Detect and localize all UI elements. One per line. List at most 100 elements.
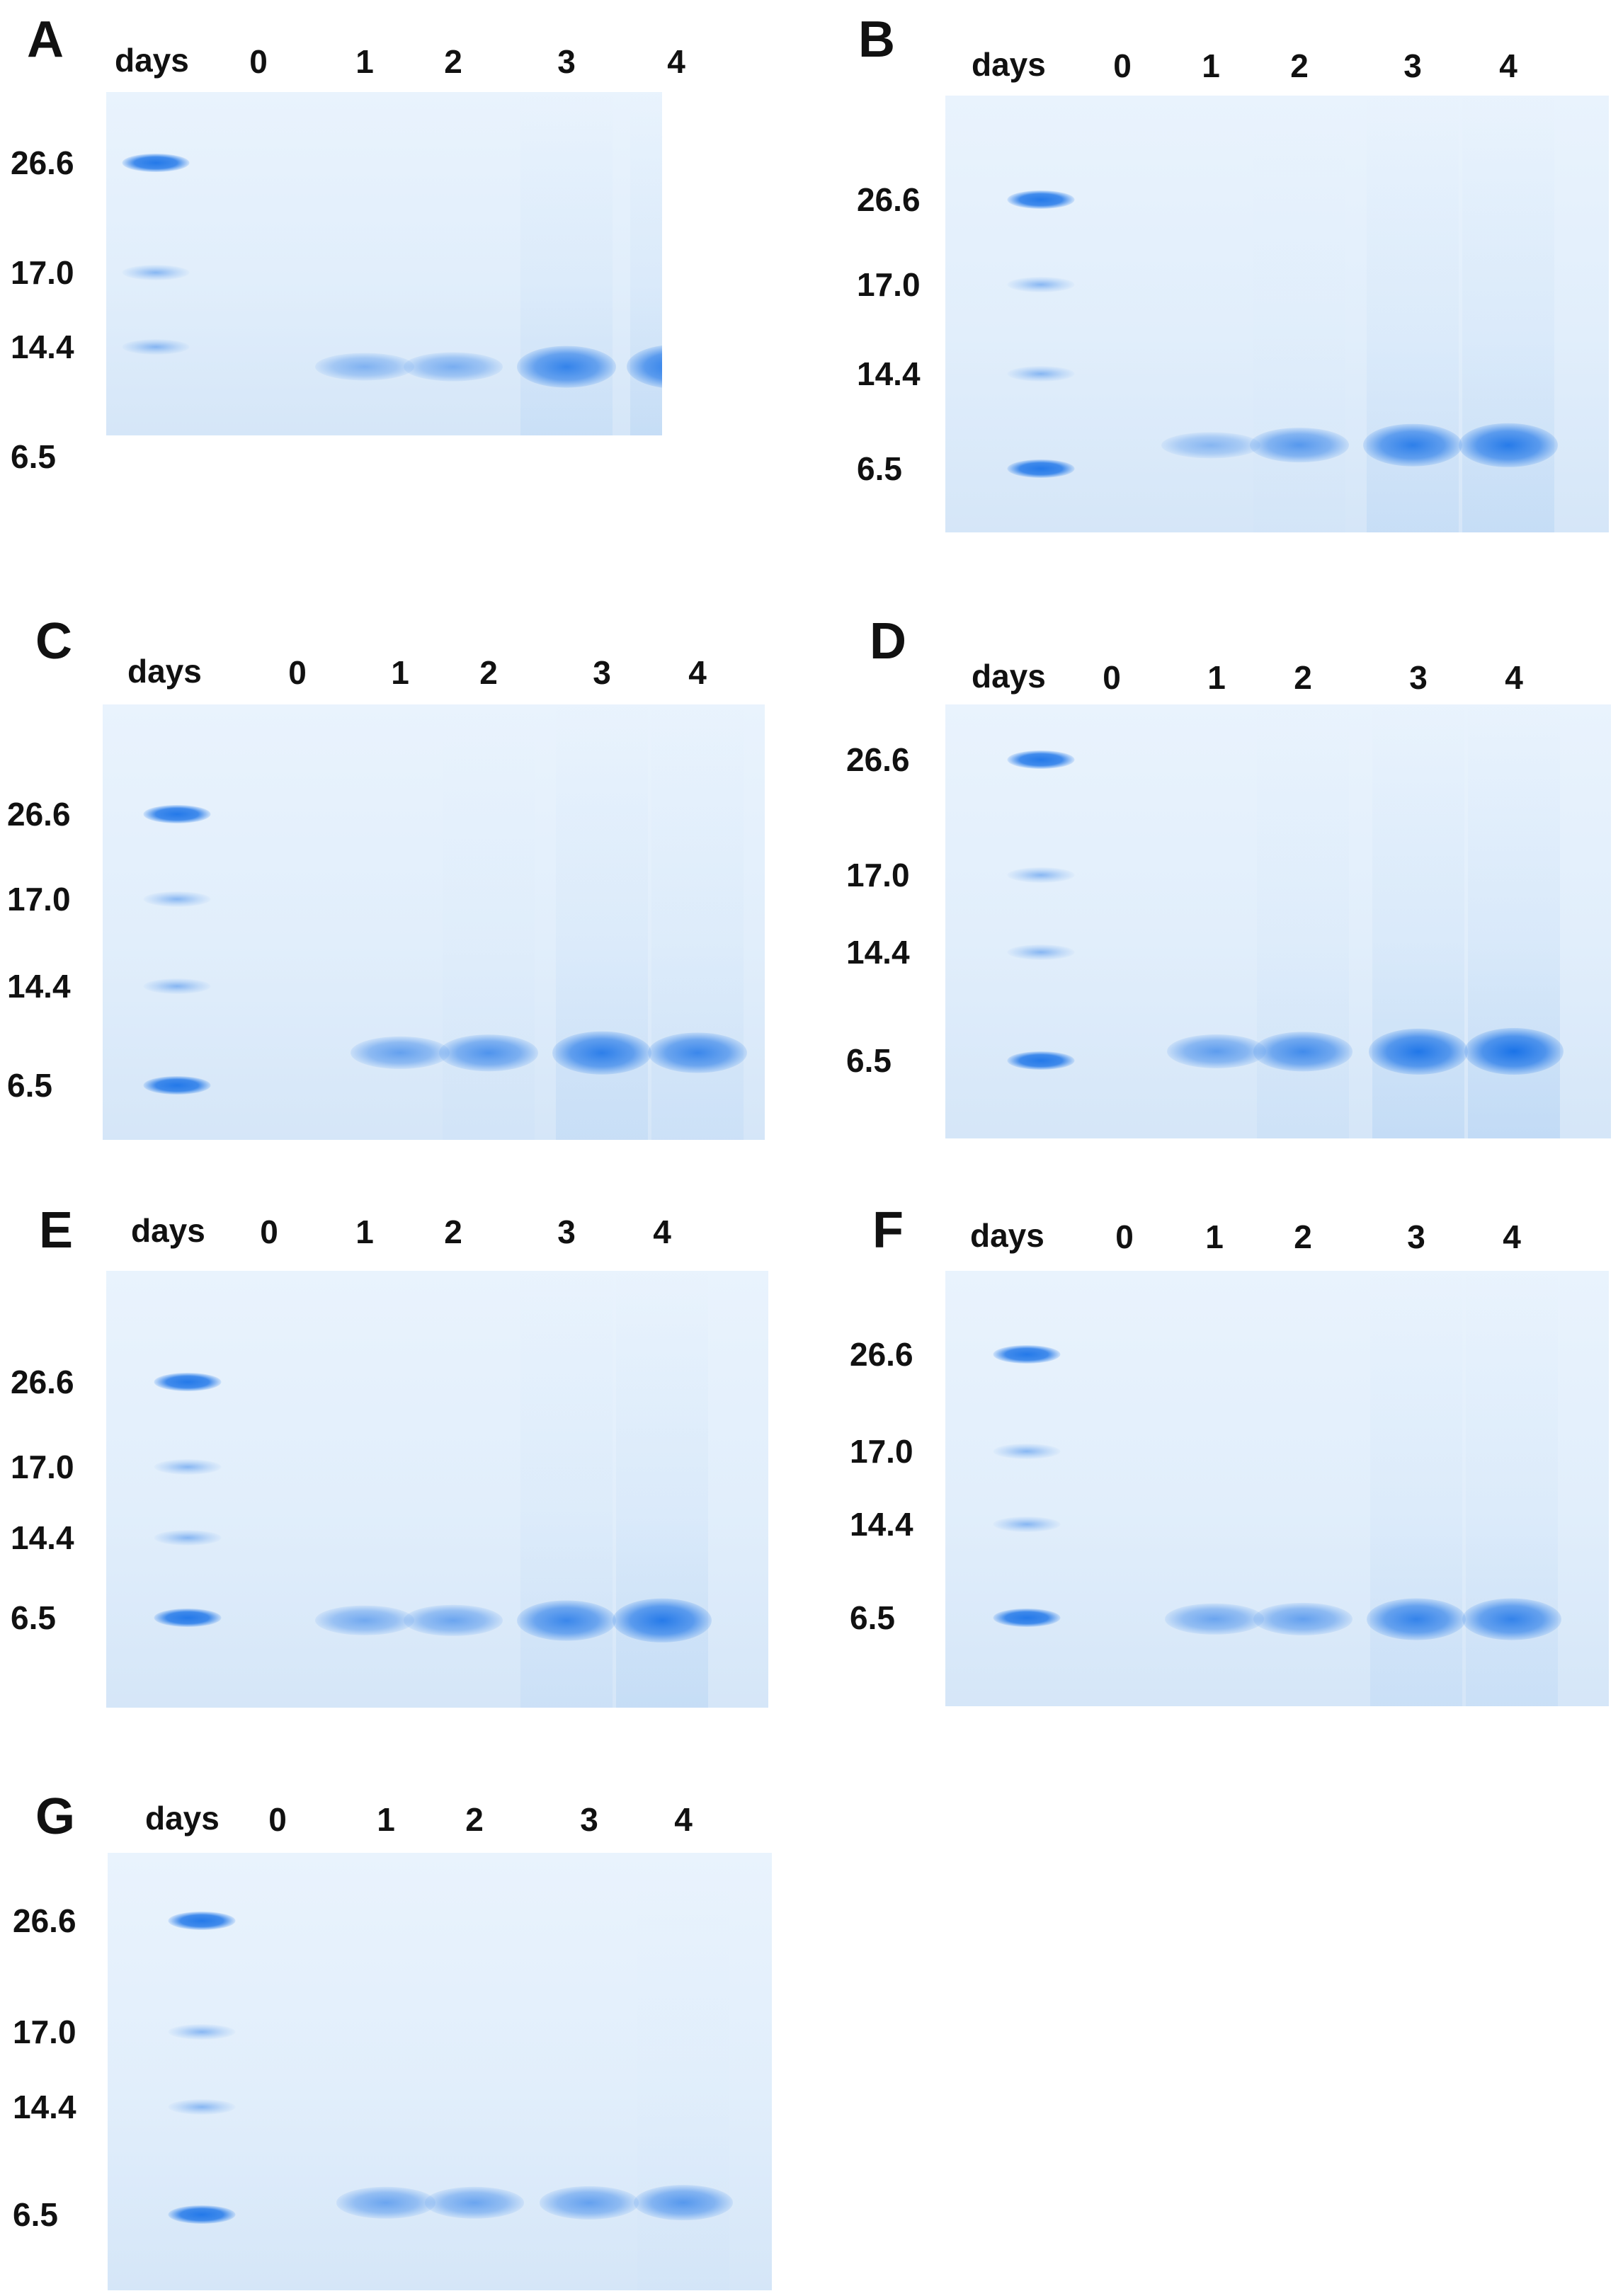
lane-label-3: 3 [1403, 47, 1422, 84]
ladder-band [143, 891, 211, 907]
marker-label-26-6: 26.6 [11, 144, 74, 181]
marker-label-17-0: 17.0 [857, 266, 921, 303]
sample-band-day-1 [1165, 1603, 1264, 1635]
lane-label-1: 1 [355, 1213, 374, 1250]
ladder-band [168, 1912, 236, 1930]
ladder-band [154, 1530, 222, 1546]
sample-band-day-2 [404, 1604, 503, 1636]
ladder-band [168, 2099, 236, 2115]
marker-label-26-6: 26.6 [846, 741, 910, 778]
gel-image [945, 704, 1611, 1138]
lane-label-4: 4 [688, 654, 707, 691]
sample-band-day-4 [1462, 1598, 1561, 1640]
marker-label-6-5: 6.5 [7, 1067, 52, 1104]
ladder-band [993, 1345, 1061, 1364]
ladder-band [1007, 750, 1075, 769]
ladder-band [168, 2024, 236, 2040]
marker-label-26-6: 26.6 [7, 796, 71, 833]
days-label: days [131, 1212, 205, 1249]
marker-label-17-0: 17.0 [7, 881, 71, 918]
marker-label-17-0: 17.0 [850, 1433, 913, 1470]
lane-label-2: 2 [1294, 659, 1312, 696]
lane-label-2: 2 [1294, 1218, 1312, 1255]
ladder-band [122, 265, 190, 280]
lane-label-3: 3 [1407, 1218, 1425, 1255]
ladder-band [1007, 867, 1075, 883]
lane-smear [1253, 96, 1345, 532]
gel-image [106, 1271, 768, 1708]
lane-label-4: 4 [653, 1213, 671, 1250]
sample-band-day-3 [517, 1600, 616, 1641]
ladder-band [154, 1609, 222, 1627]
ladder-band [1007, 1051, 1075, 1070]
lane-label-2: 2 [465, 1801, 484, 1838]
days-label: days [127, 653, 202, 690]
marker-label-6-5: 6.5 [11, 438, 56, 475]
lane-label-3: 3 [593, 654, 611, 691]
ladder-band [143, 978, 211, 994]
marker-label-26-6: 26.6 [850, 1336, 913, 1373]
gel-image [945, 96, 1609, 532]
ladder-band [993, 1444, 1061, 1459]
marker-label-6-5: 6.5 [850, 1599, 895, 1636]
lane-label-1: 1 [1207, 659, 1226, 696]
lane-smear [1257, 704, 1349, 1138]
lane-label-4: 4 [1499, 47, 1517, 84]
ladder-band [1007, 277, 1075, 292]
sample-band-day-1 [315, 1605, 414, 1635]
sample-band-day-2 [1253, 1032, 1352, 1071]
marker-label-14-4: 14.4 [846, 934, 910, 971]
lane-smear [651, 704, 744, 1140]
marker-label-14-4: 14.4 [11, 329, 74, 365]
ladder-band [143, 805, 211, 823]
ladder-band [1007, 190, 1075, 209]
sample-band-day-3 [517, 345, 616, 388]
sample-band-day-1 [351, 1036, 450, 1070]
lane-label-1: 1 [1205, 1218, 1224, 1255]
lane-label-4: 4 [1503, 1218, 1521, 1255]
sample-band-day-3 [1369, 1029, 1468, 1075]
sample-band-day-4 [613, 1598, 712, 1643]
lane-label-0: 0 [1113, 47, 1132, 84]
days-label: days [115, 42, 189, 79]
gel-image [108, 1853, 772, 2290]
marker-label-26-6: 26.6 [13, 1902, 76, 1939]
lane-smear [1370, 1271, 1462, 1706]
sample-band-day-2 [425, 2187, 524, 2219]
gel-image [945, 1271, 1609, 1706]
lane-label-3: 3 [557, 43, 576, 80]
ladder-band [1007, 366, 1075, 382]
gel-image [103, 704, 765, 1140]
lane-label-2: 2 [479, 654, 498, 691]
panel-letter: E [39, 1202, 74, 1259]
lane-label-1: 1 [377, 1801, 395, 1838]
marker-label-14-4: 14.4 [11, 1519, 74, 1556]
lane-smear [556, 704, 648, 1140]
lane-label-4: 4 [674, 1801, 693, 1838]
sample-band-day-3 [1363, 423, 1462, 467]
ladder-band [1007, 459, 1075, 478]
lane-smear [637, 1853, 729, 2290]
days-label: days [145, 1800, 220, 1837]
gel-image [106, 92, 662, 435]
ladder-band [143, 1076, 211, 1095]
sample-band-day-3 [552, 1031, 651, 1075]
days-label: days [972, 658, 1046, 695]
lane-label-1: 1 [1202, 47, 1220, 84]
ladder-band [154, 1373, 222, 1391]
sample-band-day-2 [1253, 1602, 1352, 1636]
lane-label-2: 2 [1290, 47, 1309, 84]
ladder-band [122, 154, 190, 172]
marker-label-17-0: 17.0 [11, 1449, 74, 1485]
lane-smear [1367, 96, 1459, 532]
panel-letter: A [27, 11, 64, 68]
marker-label-6-5: 6.5 [857, 450, 902, 487]
sample-band-day-1 [336, 2187, 435, 2219]
marker-label-17-0: 17.0 [13, 2014, 76, 2050]
panel-letter: F [872, 1202, 904, 1259]
days-label: days [972, 46, 1046, 83]
ladder-band [1007, 944, 1075, 960]
lane-label-3: 3 [1409, 659, 1428, 696]
sample-band-day-3 [540, 2186, 639, 2220]
lane-smear [1466, 1271, 1558, 1706]
